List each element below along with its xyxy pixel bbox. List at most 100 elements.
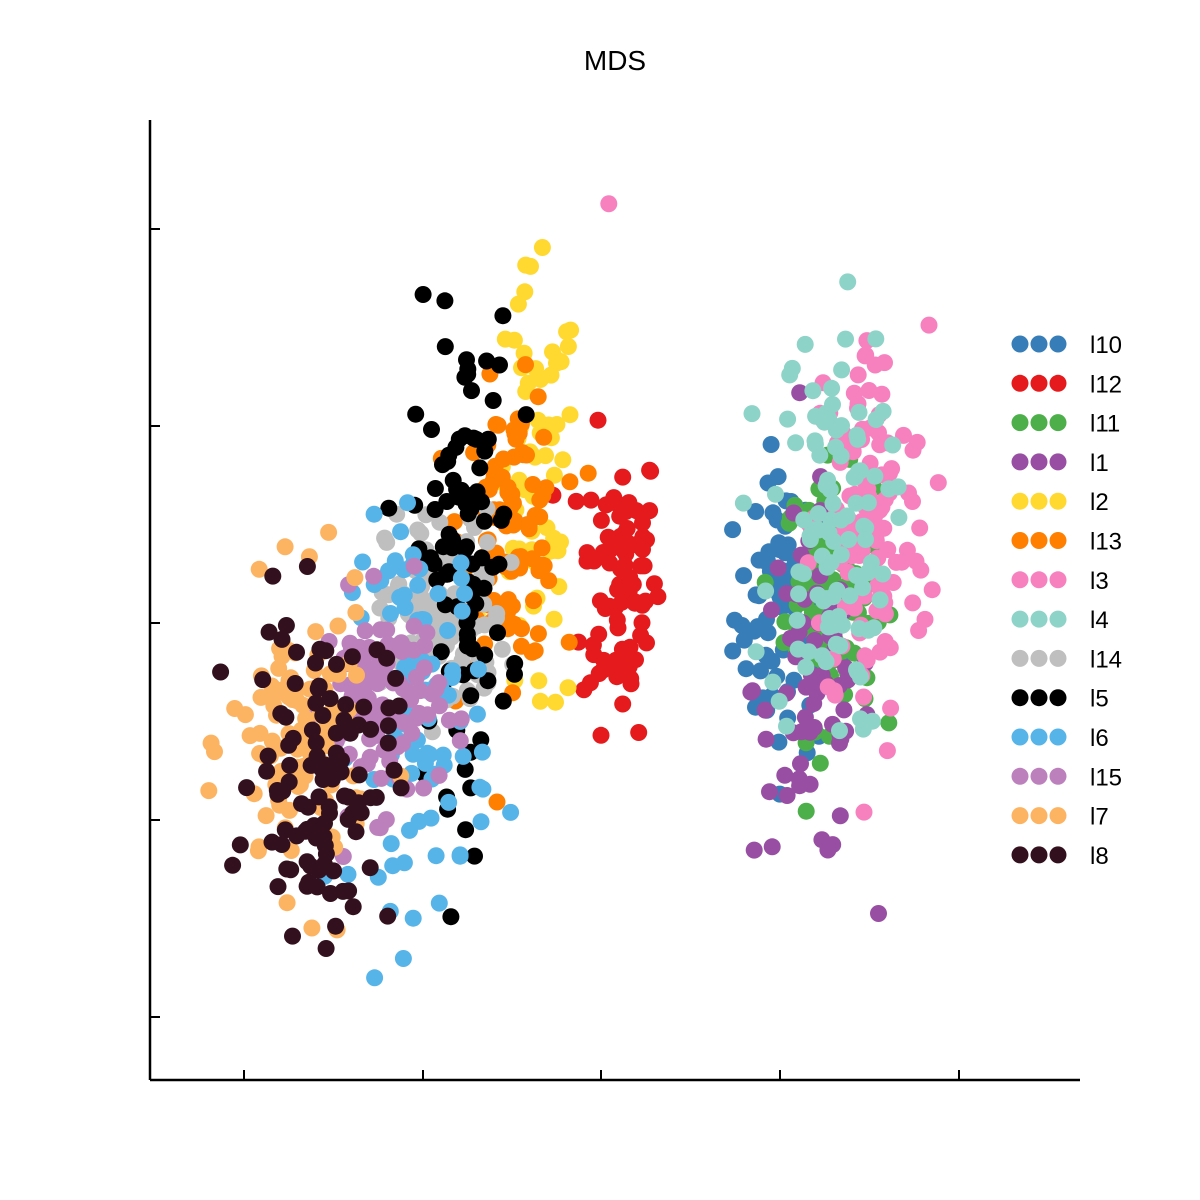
data-point-l3 (855, 688, 873, 706)
data-point-l12 (609, 619, 627, 637)
data-point-l8 (278, 860, 296, 878)
legend-marker (1030, 492, 1048, 510)
data-point-l13 (579, 464, 597, 482)
data-point-l6 (399, 494, 416, 512)
data-point-l4 (795, 565, 812, 583)
data-point-l8 (378, 649, 396, 667)
data-point-l8 (327, 917, 345, 935)
data-point-l14 (488, 609, 505, 627)
data-point-l4 (817, 653, 835, 671)
data-point-l7 (307, 623, 325, 641)
legend-item-l4: l4 (1011, 607, 1109, 634)
data-point-l13 (504, 494, 522, 512)
data-point-l3 (871, 436, 889, 454)
data-point-l8 (350, 794, 367, 812)
data-point-l4 (851, 462, 869, 480)
data-point-l13 (514, 446, 532, 464)
scatter-points (200, 195, 947, 987)
data-point-l13 (535, 428, 553, 446)
legend-label: l4 (1090, 607, 1109, 634)
data-point-l3 (873, 385, 891, 403)
data-point-l15 (423, 685, 441, 703)
data-point-l12 (630, 724, 648, 741)
data-point-l3 (871, 643, 889, 661)
data-point-l5 (465, 429, 482, 447)
data-point-l6 (418, 744, 436, 762)
data-point-l5 (436, 292, 454, 310)
data-point-l5 (476, 442, 494, 460)
legend-marker (1049, 846, 1067, 864)
data-point-l5 (462, 687, 480, 705)
data-point-l3 (904, 594, 922, 612)
legend-label: l14 (1090, 646, 1122, 673)
data-point-l4 (840, 531, 858, 548)
data-point-l4 (857, 531, 874, 548)
data-point-l4 (789, 640, 807, 658)
legend-marker (1011, 374, 1029, 392)
data-point-l6 (473, 743, 491, 761)
data-point-l1 (763, 838, 781, 856)
data-point-l4 (889, 478, 907, 496)
data-point-outlier (600, 195, 618, 213)
data-point-l12 (601, 554, 619, 572)
data-point-l6 (444, 666, 462, 684)
axes (148, 120, 1080, 1082)
data-point-l13 (529, 625, 547, 643)
data-point-l8 (298, 853, 316, 871)
data-point-l8 (264, 567, 282, 585)
data-point-l2 (537, 447, 554, 465)
data-point-l6 (471, 778, 489, 796)
data-point-l1 (791, 384, 809, 402)
data-point-l8 (298, 558, 316, 575)
data-point-l6 (404, 745, 422, 763)
data-point-l13 (489, 416, 507, 434)
data-point-l4 (770, 692, 788, 710)
legend-marker (1049, 610, 1067, 628)
legend-marker (1011, 571, 1029, 589)
data-point-l8 (307, 694, 325, 712)
legend-marker (1011, 453, 1029, 471)
data-point-l3 (916, 610, 934, 628)
data-point-l3 (849, 366, 867, 384)
data-point-l12 (634, 540, 651, 558)
data-point-l4 (734, 494, 752, 512)
data-point-l4 (855, 517, 873, 535)
data-point-l7 (257, 807, 275, 825)
data-point-l1 (792, 755, 809, 773)
data-point-l6 (434, 746, 452, 764)
data-point-l7 (348, 666, 365, 684)
data-point-l8 (362, 720, 380, 738)
data-point-l4 (824, 495, 842, 512)
data-point-l13 (499, 591, 517, 609)
data-point-l8 (344, 898, 362, 916)
legend-item-l10: l10 (1011, 332, 1122, 359)
data-point-l8 (286, 675, 304, 692)
data-point-l6 (401, 821, 418, 839)
legend-marker (1049, 532, 1067, 549)
data-point-l4 (847, 567, 865, 584)
data-point-l4 (807, 407, 825, 425)
data-point-l10 (749, 618, 767, 636)
data-point-l15 (341, 634, 359, 652)
data-point-l13 (561, 473, 579, 491)
legend-marker (1030, 728, 1048, 746)
data-point-l13 (488, 793, 506, 811)
data-point-l8 (231, 836, 249, 854)
data-point-l5 (506, 665, 523, 683)
data-point-l4 (833, 417, 850, 435)
legend-label: l1 (1090, 450, 1109, 477)
data-point-l7 (346, 569, 364, 587)
data-point-l5 (484, 558, 502, 576)
data-point-l1 (763, 601, 780, 619)
data-point-l8 (238, 779, 256, 797)
data-point-l4 (847, 494, 865, 512)
data-point-l3 (882, 699, 900, 717)
data-point-l1 (756, 701, 774, 719)
data-point-l3 (929, 474, 947, 492)
data-point-l15 (371, 668, 389, 686)
data-point-l6 (456, 585, 473, 603)
data-point-l8 (281, 756, 299, 774)
data-point-l8 (341, 724, 359, 742)
data-point-l5 (380, 499, 398, 517)
